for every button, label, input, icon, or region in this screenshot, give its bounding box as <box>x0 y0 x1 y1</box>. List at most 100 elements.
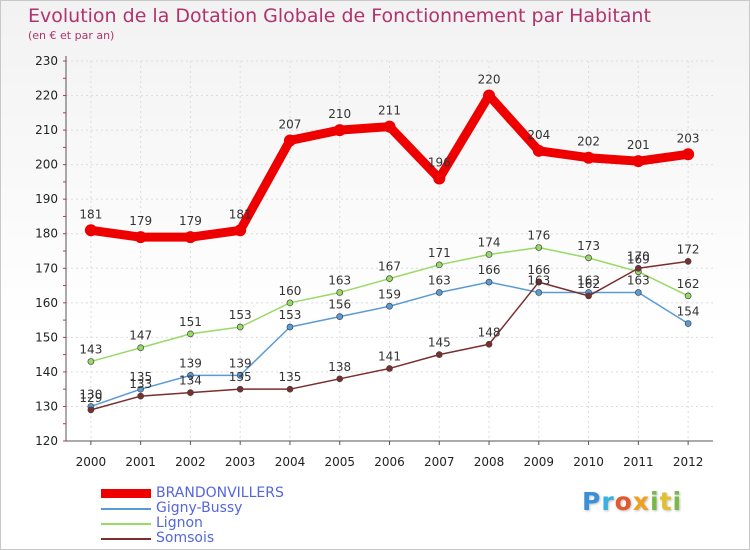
data-label-brandonvillers: 181 <box>79 207 102 221</box>
data-label-gigny-bussy: 163 <box>428 273 451 287</box>
data-point-lignon <box>386 275 393 282</box>
data-label-gigny-bussy: 139 <box>229 356 252 370</box>
data-label-gigny-bussy: 139 <box>179 356 202 370</box>
data-label-somsois: 162 <box>577 277 600 291</box>
data-point-somsois <box>435 351 443 358</box>
data-label-lignon: 143 <box>79 343 102 357</box>
data-label-gigny-bussy: 163 <box>577 273 600 287</box>
x-tick-label: 2000 <box>76 455 107 469</box>
data-point-somsois <box>187 389 194 396</box>
data-point-lignon <box>535 244 543 251</box>
data-point-gigny-bussy <box>535 289 543 296</box>
y-tick-label: 220 <box>35 89 58 103</box>
data-label-brandonvillers: 204 <box>527 128 550 142</box>
x-tick-label: 2007 <box>424 455 455 469</box>
data-point-lignon <box>286 299 294 307</box>
data-label-brandonvillers: 211 <box>378 104 401 118</box>
data-point-somsois <box>585 292 592 300</box>
legend-swatch <box>101 523 151 525</box>
y-tick-label: 190 <box>35 192 58 206</box>
data-point-gigny-bussy <box>137 385 145 393</box>
grid <box>66 60 713 442</box>
data-point-gigny-bussy <box>286 323 294 331</box>
x-tick-label: 2001 <box>125 455 156 469</box>
y-tick-label: 160 <box>35 296 58 310</box>
data-label-somsois: 134 <box>179 374 202 388</box>
data-label-somsois: 133 <box>129 377 152 391</box>
x-tick-label: 2004 <box>275 455 306 469</box>
data-label-brandonvillers: 201 <box>627 138 650 152</box>
proxiti-logo: Proxiti <box>582 487 683 516</box>
legend-item-brandonvillers: BRANDONVILLERS <box>101 485 361 501</box>
data-point-somsois <box>236 385 244 393</box>
data-label-lignon: 173 <box>577 239 600 253</box>
y-tick-label: 170 <box>35 261 58 275</box>
data-point-brandonvillers <box>383 120 396 133</box>
data-label-gigny-bussy: 156 <box>328 298 351 312</box>
data-label-lignon: 176 <box>527 229 550 243</box>
data-label-brandonvillers: 179 <box>129 214 152 228</box>
data-label-somsois: 145 <box>428 336 451 350</box>
data-point-gigny-bussy <box>236 372 244 379</box>
data-point-brandonvillers <box>632 155 645 168</box>
x-tick-label: 2011 <box>623 455 654 469</box>
data-point-lignon <box>87 358 95 365</box>
data-point-somsois <box>137 392 145 400</box>
data-label-gigny-bussy: 163 <box>627 273 650 287</box>
data-point-gigny-bussy <box>386 302 393 310</box>
legend-label: BRANDONVILLERS <box>156 485 284 501</box>
legend-item-somsois: Somsois <box>101 530 361 546</box>
data-label-lignon: 153 <box>229 308 252 322</box>
legend-swatch <box>101 538 151 540</box>
data-label-lignon: 167 <box>378 260 401 274</box>
data-point-brandonvillers <box>682 148 695 161</box>
data-point-lignon <box>336 289 344 296</box>
y-tick-label: 210 <box>35 123 58 137</box>
data-point-brandonvillers <box>532 144 545 157</box>
x-tick-label: 2003 <box>225 455 256 469</box>
data-point-somsois <box>386 365 393 372</box>
chart-subtitle: (en € et par an) <box>28 29 115 42</box>
data-label-brandonvillers: 207 <box>279 117 302 131</box>
legend-label: Lignon <box>156 515 203 531</box>
chart-title: Evolution de la Dotation Globale de Fonc… <box>28 5 651 27</box>
x-tick-label: 2010 <box>573 455 604 469</box>
x-tick-label: 2009 <box>524 455 555 469</box>
data-point-brandonvillers <box>433 172 446 185</box>
legend-item-lignon: Lignon <box>101 515 361 531</box>
data-point-somsois <box>485 340 493 348</box>
data-label-gigny-bussy: 166 <box>478 263 501 277</box>
data-point-somsois <box>336 375 344 383</box>
data-label-somsois: 129 <box>79 391 102 405</box>
data-label-somsois: 172 <box>677 242 700 256</box>
data-point-brandonvillers <box>134 231 147 244</box>
data-point-lignon <box>187 330 194 338</box>
data-label-brandonvillers: 203 <box>677 131 700 145</box>
data-label-somsois: 170 <box>627 249 650 263</box>
data-label-lignon: 162 <box>677 277 700 291</box>
y-tick-label: 180 <box>35 227 58 241</box>
y-tick-label: 150 <box>35 330 58 344</box>
data-point-lignon <box>684 292 692 300</box>
data-point-somsois <box>535 278 543 286</box>
data-point-somsois <box>87 406 95 414</box>
line-chart: 120 130 140 150 160 170 180 190 200 210 220 230 2000… <box>35 54 713 469</box>
data-label-brandonvillers: 196 <box>428 155 451 169</box>
data-label-somsois: 166 <box>527 263 550 277</box>
data-label-lignon: 171 <box>428 246 451 260</box>
legend-label: Somsois <box>156 530 215 546</box>
data-label-lignon: 174 <box>478 235 501 249</box>
y-tick-label: 140 <box>35 365 58 379</box>
data-label-brandonvillers: 210 <box>328 107 351 121</box>
data-point-lignon <box>585 254 592 262</box>
data-point-brandonvillers <box>283 134 296 147</box>
data-label-lignon: 151 <box>179 315 202 329</box>
x-tick-label: 2012 <box>673 455 704 469</box>
data-label-lignon: 160 <box>279 284 302 298</box>
data-label-gigny-bussy: 130 <box>79 387 102 401</box>
data-label-gigny-bussy: 163 <box>527 273 550 287</box>
data-point-brandonvillers <box>84 224 97 237</box>
data-point-gigny-bussy <box>336 313 344 320</box>
